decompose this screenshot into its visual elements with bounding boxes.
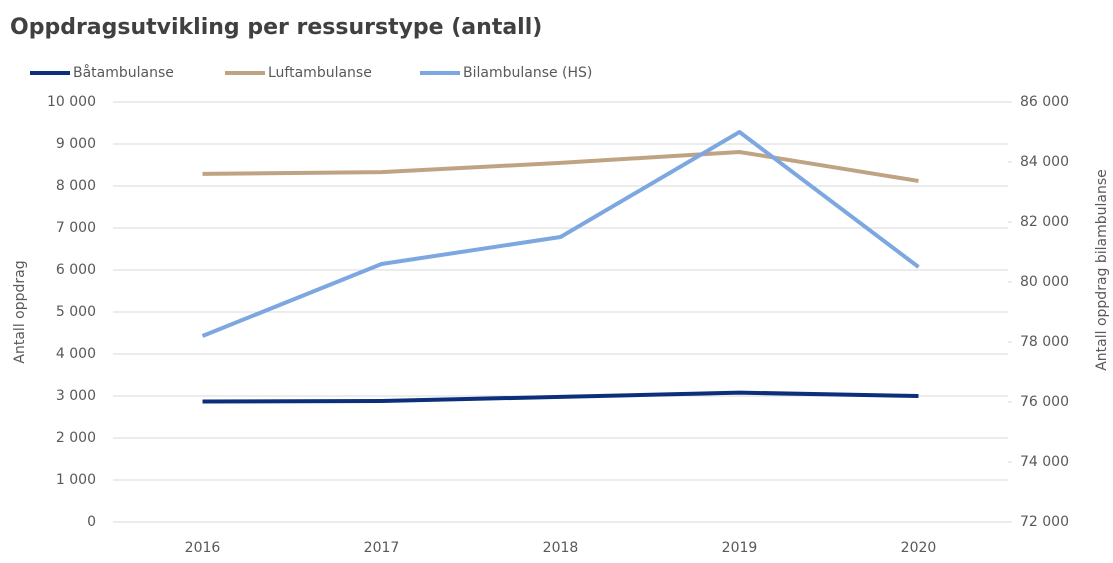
x-tick-label: 2018 [543,540,579,556]
line-series [201,130,920,338]
y-axis-label: Antall oppdrag [12,260,28,363]
y-tick-label: 2 000 [56,430,96,446]
chart-title: Oppdragsutvikling per ressurstype (antal… [10,15,542,40]
x-tick-label: 2019 [722,540,758,556]
y-tick-label: 10 000 [47,94,96,110]
y-tick-label: 4 000 [56,346,96,362]
y-tick-label: 1 000 [56,472,96,488]
y2-tick-label: 74 000 [1020,454,1069,470]
y2-tick-label: 72 000 [1020,514,1069,530]
x-tick-label: 2017 [364,540,400,556]
y2-tick-label: 82 000 [1020,214,1069,230]
legend-label: Bilambulanse (HS) [463,65,592,81]
y-tick-label: 7 000 [56,220,96,236]
y2-tick-label: 76 000 [1020,394,1069,410]
y-tick-label: 0 [87,514,96,530]
y-tick-label: 9 000 [56,136,96,152]
y-tick-label: 5 000 [56,304,96,320]
y-tick-label: 6 000 [56,262,96,278]
legend-label: Båtambulanse [73,64,174,81]
y-tick-label: 8 000 [56,178,96,194]
y2-axis-label: Antall oppdrag bilambulanse [1094,169,1110,371]
y-tick-label: 3 000 [56,388,96,404]
line-series [202,149,919,183]
y2-tick-label: 80 000 [1020,274,1069,290]
y2-tick-label: 86 000 [1020,94,1069,110]
y2-tick-label: 78 000 [1020,334,1069,350]
y2-tick-label: 84 000 [1020,154,1069,170]
x-tick-label: 2020 [901,540,937,556]
legend-label: Luftambulanse [268,65,372,81]
line-series [202,390,919,404]
x-tick-label: 2016 [185,540,221,556]
